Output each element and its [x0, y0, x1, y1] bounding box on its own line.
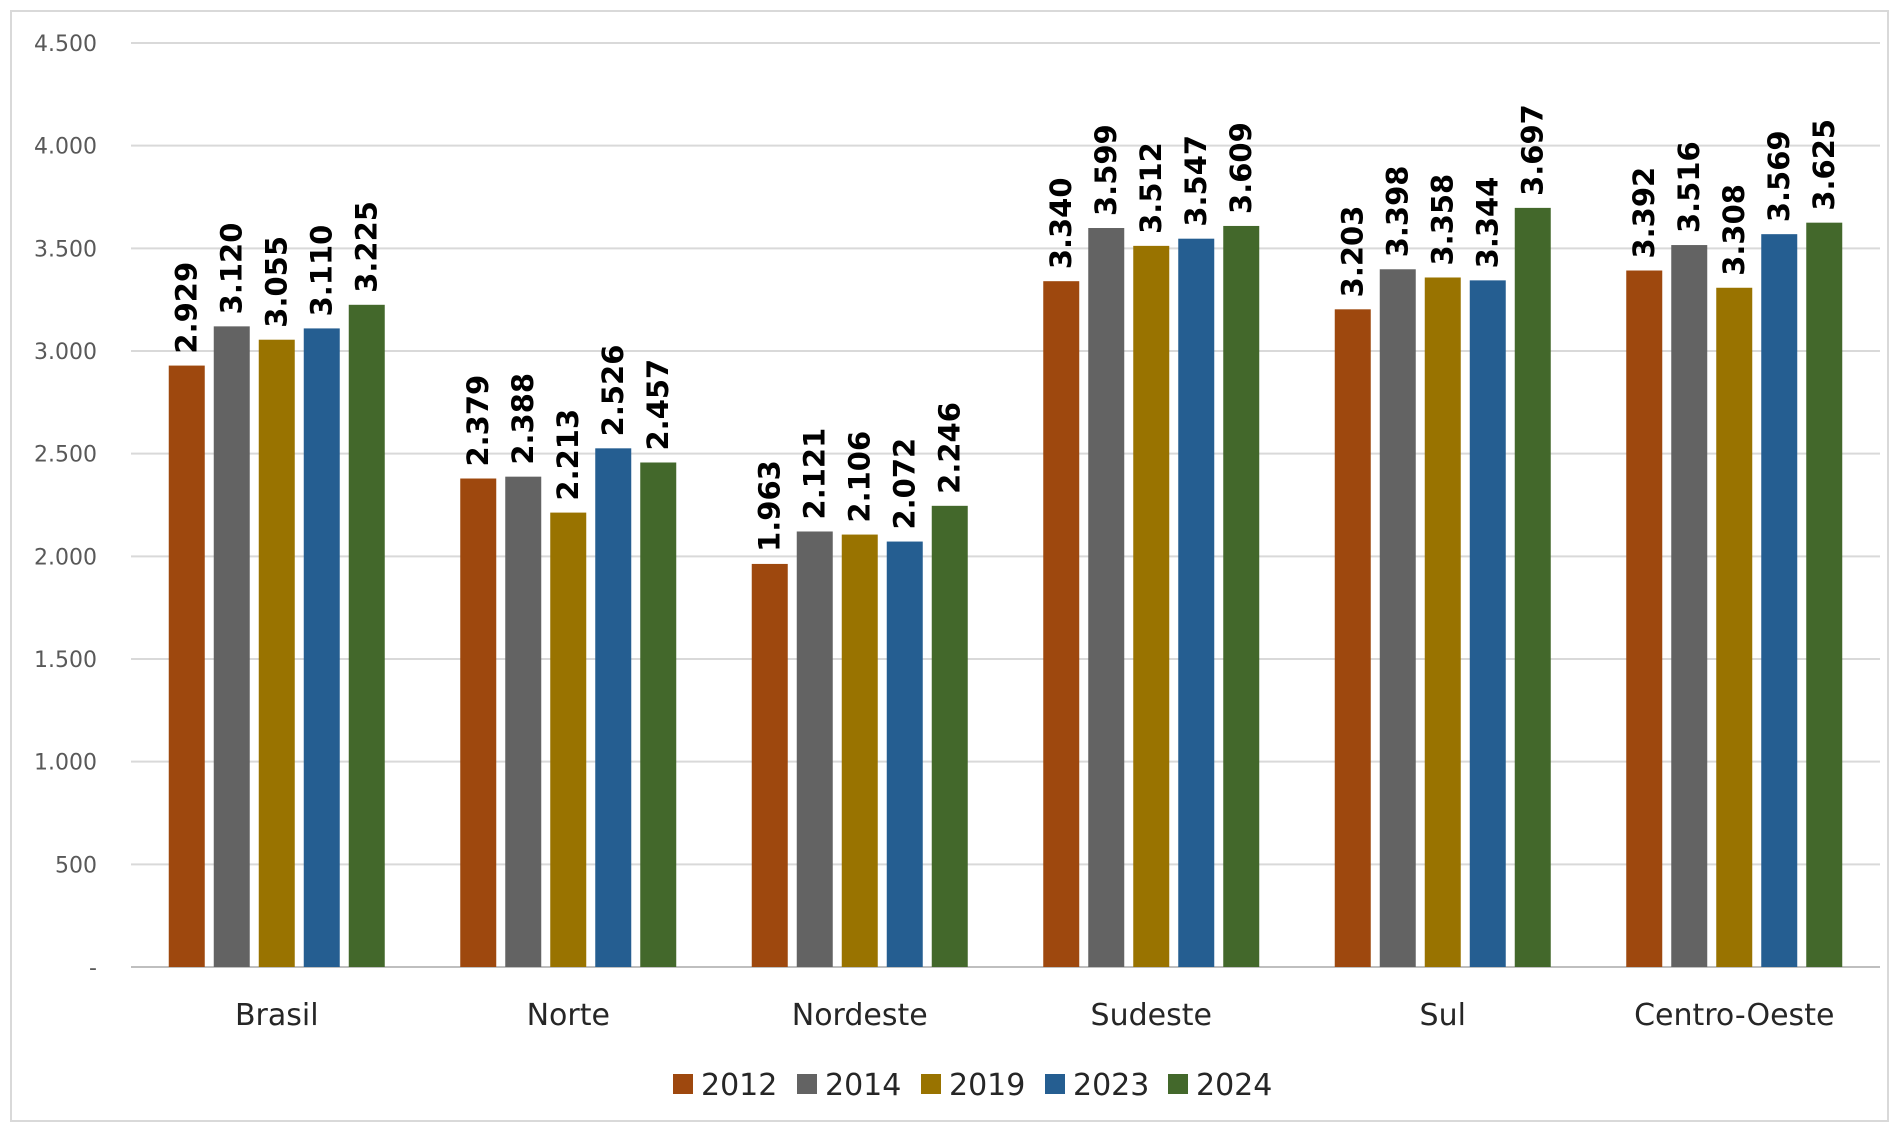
data-label: 2.121 — [798, 428, 832, 520]
gridlines — [131, 42, 1880, 968]
data-label: 3.203 — [1336, 206, 1370, 298]
data-label: 3.340 — [1044, 177, 1078, 269]
bars — [168, 207, 1843, 968]
data-label: 1.963 — [753, 460, 787, 552]
y-tick-label: 1.000 — [34, 751, 97, 776]
data-label: 3.398 — [1381, 166, 1415, 258]
bar-2019-Nordeste — [841, 534, 878, 967]
data-label: 2.929 — [170, 262, 204, 354]
bar-2024-Brasil — [348, 304, 385, 967]
y-tick-label: 1.500 — [34, 648, 97, 673]
data-label: 2.106 — [843, 431, 877, 523]
data-label: 3.569 — [1762, 130, 1796, 222]
data-label: 2.246 — [933, 402, 967, 494]
y-tick-label: - — [89, 956, 97, 981]
data-label: 2.379 — [461, 375, 495, 467]
data-label: 2.072 — [888, 438, 922, 530]
bar-2014-Centro-Oeste — [1671, 245, 1708, 968]
bar-2012-Sudeste — [1043, 281, 1080, 968]
category-label: Nordeste — [792, 998, 928, 1033]
y-tick-label: 4.500 — [34, 32, 97, 57]
data-label: 3.516 — [1672, 141, 1706, 233]
legend-label: 2014 — [825, 1068, 901, 1103]
data-label: 3.308 — [1717, 184, 1751, 276]
y-tick-label: 2.000 — [34, 545, 97, 570]
y-tick-label: 3.500 — [34, 237, 97, 262]
y-tick-label: 3.000 — [34, 340, 97, 365]
legend: 2012 2014 2019 2023 2024 — [673, 1068, 1272, 1103]
legend-swatch-2024 — [1168, 1074, 1188, 1094]
data-labels: 2.929 3.120 3.055 3.110 3.225 2.379 2.388 2.213… — [170, 104, 1842, 552]
category-label: Sul — [1420, 998, 1466, 1033]
bar-2023-Brasil — [303, 328, 340, 967]
data-label: 3.110 — [305, 225, 339, 317]
bar-2012-Norte — [460, 478, 497, 967]
legend-swatch-2019 — [921, 1074, 941, 1094]
legend-swatch-2023 — [1045, 1074, 1065, 1094]
category-label: Sudeste — [1091, 998, 1212, 1033]
bar-2024-Norte — [640, 462, 677, 967]
bar-2012-Sul — [1334, 309, 1371, 967]
bar-2019-Sudeste — [1133, 245, 1170, 968]
bar-2014-Norte — [505, 476, 542, 967]
bar-2019-Centro-Oeste — [1716, 287, 1753, 967]
bar-2019-Sul — [1424, 277, 1461, 967]
data-label: 3.512 — [1134, 142, 1168, 234]
bar-2024-Centro-Oeste — [1806, 222, 1843, 967]
data-label: 3.547 — [1179, 135, 1213, 227]
category-label: Brasil — [235, 998, 319, 1033]
data-label: 3.392 — [1627, 167, 1661, 259]
category-label: Norte — [527, 998, 610, 1033]
bar-2014-Sul — [1379, 269, 1416, 967]
data-label: 3.625 — [1807, 119, 1841, 211]
legend-swatch-2014 — [797, 1074, 817, 1094]
bar-2012-Brasil — [168, 365, 205, 967]
bar-2019-Brasil — [258, 339, 295, 967]
x-axis-categories: Brasil Norte Nordeste Sudeste Sul Centro-Oest… — [235, 998, 1834, 1033]
legend-label: 2023 — [1073, 1068, 1149, 1103]
category-label: Centro-Oeste — [1634, 998, 1834, 1033]
data-label: 2.457 — [641, 359, 675, 451]
data-label: 3.609 — [1224, 122, 1258, 214]
data-label: 3.120 — [215, 223, 249, 315]
legend-swatch-2012 — [673, 1074, 693, 1094]
data-label: 2.213 — [551, 409, 585, 501]
data-label: 2.526 — [596, 345, 630, 437]
bar-2024-Sul — [1514, 207, 1551, 967]
data-label: 3.697 — [1516, 104, 1550, 196]
bar-2023-Centro-Oeste — [1761, 234, 1798, 967]
legend-label: 2012 — [701, 1068, 777, 1103]
bar-2019-Norte — [550, 512, 587, 967]
bar-2014-Sudeste — [1088, 228, 1125, 967]
legend-label: 2019 — [949, 1068, 1025, 1103]
bar-2023-Sul — [1469, 280, 1506, 967]
bar-2023-Nordeste — [886, 541, 923, 967]
bar-2023-Sudeste — [1178, 238, 1215, 967]
y-tick-label: 500 — [55, 853, 97, 878]
bar-2012-Centro-Oeste — [1626, 270, 1663, 967]
bar-2024-Nordeste — [931, 505, 968, 967]
bar-2014-Nordeste — [796, 531, 833, 967]
data-label: 3.599 — [1089, 124, 1123, 216]
bar-2014-Brasil — [213, 326, 250, 967]
bar-2012-Nordeste — [751, 563, 788, 967]
legend-label: 2024 — [1196, 1068, 1272, 1103]
y-tick-label: 2.500 — [34, 443, 97, 468]
data-label: 3.055 — [260, 236, 294, 328]
data-label: 3.358 — [1426, 174, 1460, 266]
bar-2023-Norte — [595, 448, 632, 967]
data-label: 3.344 — [1471, 177, 1505, 269]
data-label: 2.388 — [506, 373, 540, 465]
y-axis-ticks: - 500 1.000 1.500 2.000 2.500 3.000 3.500 4.000 4… — [34, 32, 97, 981]
data-label: 3.225 — [350, 201, 384, 293]
bar-2024-Sudeste — [1223, 225, 1260, 967]
y-tick-label: 4.000 — [34, 135, 97, 160]
